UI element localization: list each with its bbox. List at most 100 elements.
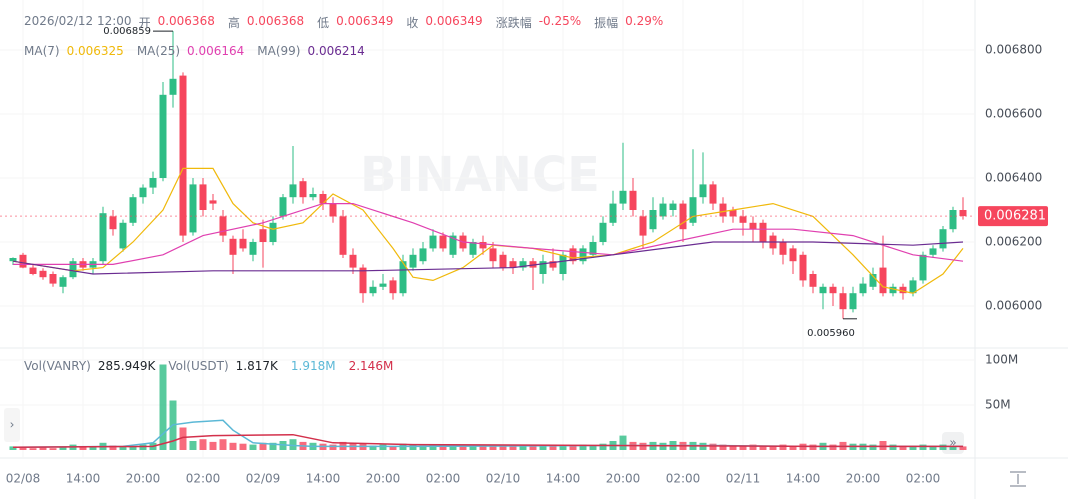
vol-tick-label: 50M	[985, 398, 1011, 412]
candle-body	[789, 248, 797, 262]
volume-name: Vol(USDT)	[168, 359, 229, 373]
candle-body	[169, 78, 177, 95]
candle-body	[19, 254, 27, 268]
candle-body	[239, 238, 247, 249]
ohlc-header: 2026/02/12 12:00 开 0.006368 高 0.006368 低 0.00…	[24, 14, 669, 31]
volume-bar	[419, 445, 427, 450]
candle-body	[139, 187, 147, 198]
candle-body	[149, 178, 157, 188]
volume-bar	[599, 443, 607, 450]
candle-body	[959, 210, 967, 217]
scroll-icon: »	[949, 436, 956, 450]
candle-body	[519, 261, 527, 268]
ma-line	[13, 203, 964, 265]
candle-body	[879, 267, 887, 294]
x-tick-label: 02:00	[666, 472, 701, 486]
volume-bar	[389, 446, 397, 450]
candle-body	[849, 293, 857, 310]
candle-body	[619, 190, 627, 204]
field-value: 0.006349	[425, 14, 483, 28]
x-tick-label: 20:00	[606, 472, 641, 486]
candle-body	[119, 222, 127, 249]
candle-body	[599, 222, 607, 242]
candle-body	[649, 210, 657, 230]
candle-body	[919, 254, 927, 281]
volume-bar	[89, 447, 97, 450]
candle-body	[699, 184, 707, 198]
expand-icon: ›	[10, 418, 15, 432]
y-tick-label: 0.006400	[985, 171, 1042, 185]
field-label: 低	[317, 16, 330, 30]
candle-body	[159, 94, 167, 178]
field-label: 高	[227, 16, 240, 30]
ma-legend: MA(7) 0.006325 MA(25) 0.006164 MA(99) 0.00621…	[24, 44, 371, 58]
field-value: 0.006368	[246, 14, 305, 28]
volume-bar	[639, 442, 647, 450]
candle-body	[189, 184, 197, 233]
candle-body	[319, 194, 327, 204]
volume-bar	[19, 447, 27, 450]
candle-body	[639, 216, 647, 236]
candle-body	[829, 286, 837, 294]
candle-body	[339, 216, 347, 255]
scroll-button[interactable]	[942, 432, 964, 454]
watermark: BINANCE	[360, 147, 600, 203]
volume-bar	[159, 364, 167, 450]
volume-bar	[179, 427, 187, 450]
volume-bar	[469, 446, 477, 450]
volume-bar	[9, 446, 17, 450]
volume-bar	[209, 441, 217, 450]
volume-value: 1.817K	[235, 359, 278, 373]
volume-bar	[499, 444, 507, 450]
volume-bar	[529, 445, 537, 450]
candle-body	[629, 190, 637, 210]
volume-bar	[889, 444, 897, 450]
y-tick-label: 0.006800	[985, 43, 1042, 57]
x-tick-label: 14:00	[306, 472, 341, 486]
candle-body	[659, 203, 667, 217]
ma-name: MA(7)	[24, 44, 60, 58]
candle-body	[589, 242, 597, 255]
expand-button[interactable]	[4, 408, 20, 442]
candle-body	[269, 222, 277, 242]
volume-bar	[519, 446, 527, 450]
candle-body	[539, 261, 547, 274]
volume-bar	[929, 445, 937, 450]
volume-bar	[239, 443, 247, 450]
volume-ma-value: 2.146M	[348, 359, 394, 373]
volume-name: Vol(VANRY)	[24, 359, 91, 373]
volume-bar	[39, 447, 47, 450]
candle-body	[249, 242, 257, 255]
candle-body	[479, 242, 487, 249]
candle-body	[289, 184, 297, 198]
field-value: 0.006349	[336, 14, 394, 28]
volume-bar	[369, 445, 377, 450]
x-tick-label: 02/11	[726, 472, 761, 486]
settings-icon[interactable]	[1010, 471, 1026, 487]
candle-body	[909, 280, 917, 294]
candle-body	[359, 267, 367, 294]
x-tick-label: 02:00	[906, 472, 941, 486]
volume-value: 285.949K	[97, 359, 156, 373]
candle-body	[129, 197, 137, 223]
ma-value: 0.006164	[187, 44, 245, 58]
ma-line	[12, 241, 964, 275]
volume-bar	[509, 446, 517, 450]
header-time: 2026/02/12 12:00	[24, 14, 132, 28]
volume-bar	[809, 444, 817, 450]
candle-body	[349, 254, 357, 268]
candle-body	[799, 254, 807, 281]
candle-body	[439, 235, 447, 249]
x-tick-label: 20:00	[366, 472, 401, 486]
volume-bar	[109, 445, 117, 450]
x-tick-label: 02:00	[186, 472, 221, 486]
candle-body	[529, 261, 537, 268]
field-label: 涨跌幅	[495, 16, 532, 30]
ma-name: MA(99)	[257, 44, 301, 58]
candle-body	[739, 216, 747, 223]
candle-body	[869, 274, 877, 287]
candle-body	[309, 194, 317, 198]
x-tick-label: 20:00	[846, 472, 881, 486]
candle-body	[839, 293, 847, 310]
